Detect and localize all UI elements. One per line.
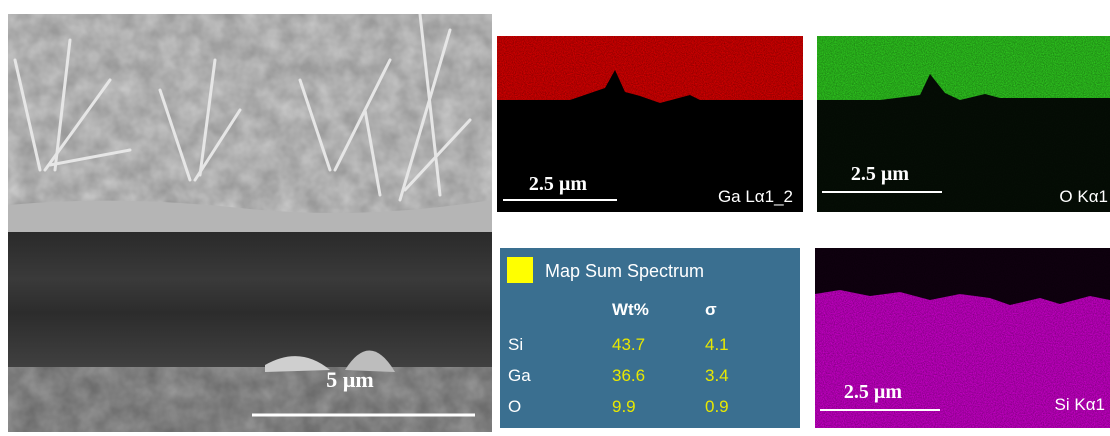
wt-value: 36.6	[612, 366, 645, 385]
sigma-value: 3.4	[705, 366, 729, 385]
element: Si	[508, 335, 523, 354]
figure: 5 µm 2.5 µm Ga Lα1_2 2.5 µm O Kα1 Map Su…	[0, 0, 1110, 436]
scale-label: 2.5 µm	[844, 381, 903, 403]
column-header: σ	[705, 300, 717, 319]
wt-value: 9.9	[612, 397, 636, 416]
scale-label: 2.5 µm	[529, 173, 588, 195]
sigma-value: 4.1	[705, 335, 729, 354]
ga-map: 2.5 µm Ga Lα1_2	[497, 36, 803, 212]
o-map: 2.5 µm O Kα1	[817, 36, 1110, 212]
spectrum-table: Map Sum Spectrum Wt% σ Si 43.7 4.1 Ga 36…	[500, 248, 800, 428]
sem-image: 5 µm	[8, 14, 492, 432]
spectrum-title: Map Sum Spectrum	[545, 261, 704, 281]
scale-label: 2.5 µm	[851, 163, 910, 185]
element-label: O Kα1	[1059, 187, 1108, 206]
legend-swatch	[507, 257, 533, 283]
element-label: Si Kα1	[1055, 395, 1105, 414]
column-header: Wt%	[612, 300, 649, 319]
si-map: 2.5 µm Si Kα1	[815, 248, 1110, 428]
element: Ga	[508, 366, 531, 385]
element: O	[508, 397, 521, 416]
element-label: Ga Lα1_2	[718, 187, 793, 206]
wt-value: 43.7	[612, 335, 645, 354]
scale-label: 5 µm	[326, 367, 374, 392]
sigma-value: 0.9	[705, 397, 729, 416]
